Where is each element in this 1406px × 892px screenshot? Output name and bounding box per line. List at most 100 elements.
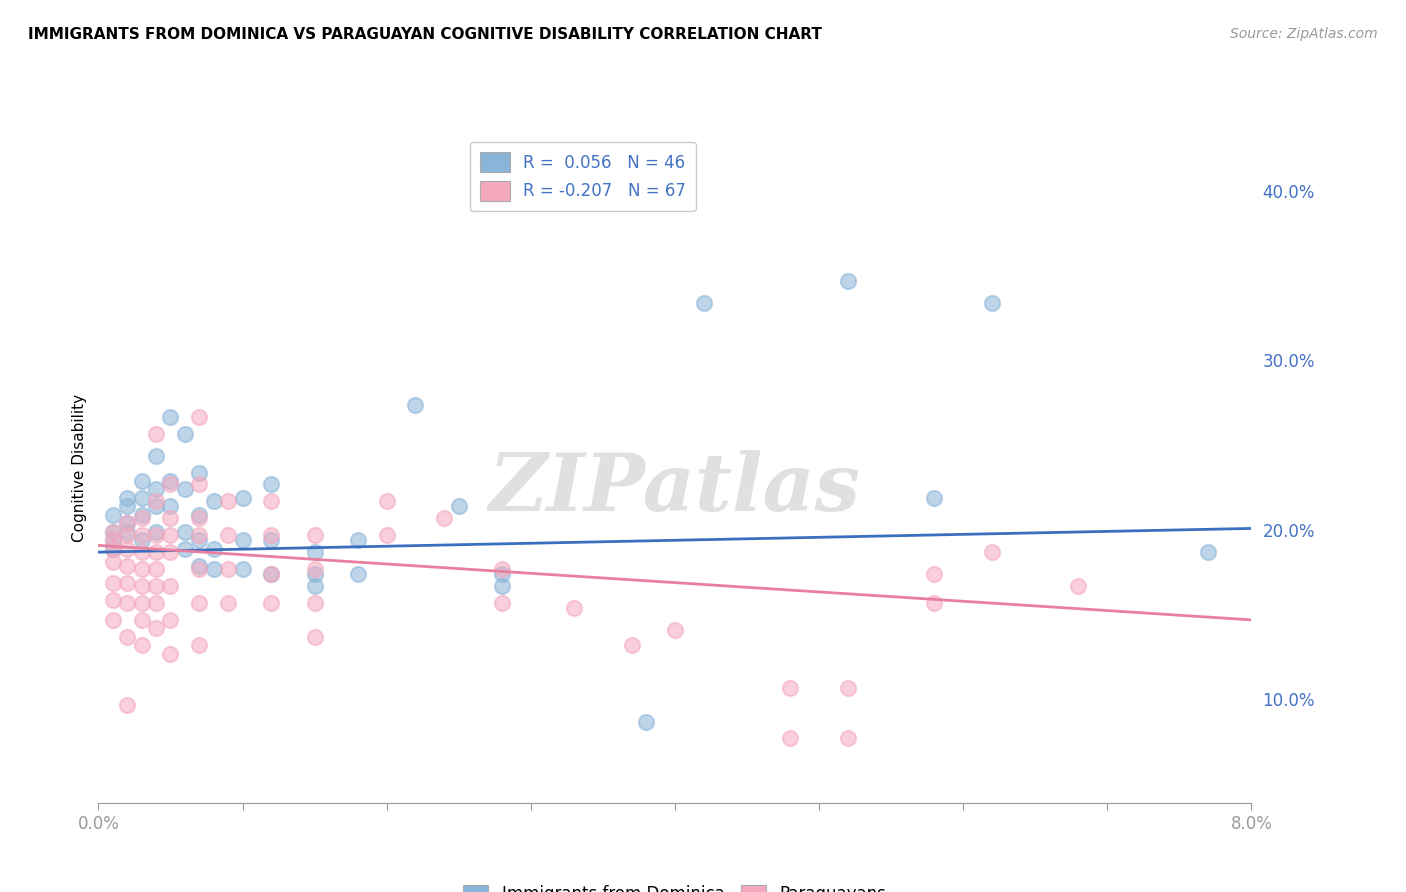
Point	[304, 567, 326, 582]
Point	[188, 533, 211, 548]
Point	[101, 555, 124, 569]
Point	[260, 528, 283, 542]
Point	[491, 596, 513, 610]
Point	[981, 545, 1004, 559]
Point	[159, 511, 181, 525]
Point	[117, 558, 138, 573]
Point	[260, 533, 283, 548]
Point	[131, 508, 153, 522]
Point	[131, 474, 153, 488]
Point	[145, 500, 167, 514]
Point	[101, 592, 124, 607]
Point	[145, 562, 167, 576]
Point	[131, 638, 153, 652]
Point	[491, 562, 513, 576]
Point	[159, 545, 181, 559]
Point	[779, 731, 801, 746]
Point	[636, 714, 658, 729]
Point	[117, 528, 138, 542]
Point	[188, 466, 211, 480]
Point	[188, 558, 211, 573]
Point	[117, 491, 138, 505]
Point	[620, 638, 643, 652]
Point	[117, 596, 138, 610]
Point	[779, 681, 801, 695]
Point	[117, 698, 138, 712]
Point	[260, 596, 283, 610]
Point	[260, 567, 283, 582]
Point	[174, 524, 197, 539]
Point	[217, 596, 239, 610]
Point	[101, 524, 124, 539]
Text: 40.0%: 40.0%	[1263, 184, 1315, 202]
Point	[188, 562, 211, 576]
Point	[101, 541, 124, 556]
Point	[188, 528, 211, 542]
Point	[664, 623, 686, 637]
Point	[101, 533, 124, 548]
Point	[188, 638, 211, 652]
Point	[202, 562, 225, 576]
Point	[188, 511, 211, 525]
Point	[202, 541, 225, 556]
Point	[304, 562, 326, 576]
Text: 10.0%: 10.0%	[1263, 692, 1315, 710]
Point	[159, 647, 181, 661]
Point	[304, 528, 326, 542]
Point	[117, 575, 138, 590]
Point	[101, 541, 124, 556]
Point	[131, 613, 153, 627]
Point	[117, 524, 138, 539]
Point	[260, 494, 283, 508]
Point	[433, 511, 456, 525]
Point	[145, 494, 167, 508]
Point	[231, 562, 254, 576]
Text: Source: ZipAtlas.com: Source: ZipAtlas.com	[1230, 27, 1378, 41]
Point	[217, 528, 239, 542]
Point	[117, 516, 138, 531]
Point	[924, 567, 946, 582]
Point	[117, 541, 138, 556]
Point	[145, 449, 167, 463]
Point	[117, 630, 138, 644]
Point	[174, 483, 197, 497]
Point	[117, 516, 138, 531]
Point	[405, 398, 427, 412]
Point	[131, 491, 153, 505]
Point	[174, 426, 197, 441]
Point	[304, 579, 326, 593]
Point	[304, 545, 326, 559]
Point	[231, 491, 254, 505]
Point	[145, 545, 167, 559]
Point	[131, 533, 153, 548]
Point	[562, 601, 585, 615]
Point	[924, 491, 946, 505]
Point	[491, 579, 513, 593]
Point	[188, 477, 211, 491]
Point	[145, 524, 167, 539]
Point	[159, 528, 181, 542]
Text: 30.0%: 30.0%	[1263, 353, 1315, 371]
Point	[447, 500, 470, 514]
Point	[346, 567, 368, 582]
Point	[159, 477, 181, 491]
Text: IMMIGRANTS FROM DOMINICA VS PARAGUAYAN COGNITIVE DISABILITY CORRELATION CHART: IMMIGRANTS FROM DOMINICA VS PARAGUAYAN C…	[28, 27, 823, 42]
Point	[693, 296, 716, 310]
Point	[131, 562, 153, 576]
Point	[159, 409, 181, 424]
Point	[145, 596, 167, 610]
Point	[145, 621, 167, 635]
Point	[131, 545, 153, 559]
Point	[217, 562, 239, 576]
Point	[217, 494, 239, 508]
Text: ZIPatlas: ZIPatlas	[489, 450, 860, 527]
Point	[145, 579, 167, 593]
Point	[981, 296, 1004, 310]
Y-axis label: Cognitive Disability: Cognitive Disability	[72, 394, 87, 542]
Point	[188, 508, 211, 522]
Legend: Immigrants from Dominica, Paraguayans: Immigrants from Dominica, Paraguayans	[457, 878, 893, 892]
Point	[231, 533, 254, 548]
Point	[145, 426, 167, 441]
Point	[837, 274, 859, 288]
Point	[1067, 579, 1090, 593]
